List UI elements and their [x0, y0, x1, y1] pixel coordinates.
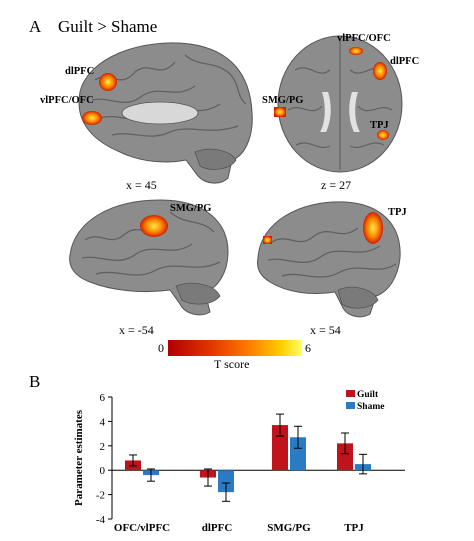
y-tick-label: 4	[100, 416, 106, 428]
y-tick-label: 0	[100, 465, 106, 477]
brain-lateral-x54	[257, 201, 401, 318]
coord-x54: x = 54	[310, 323, 341, 337]
panel-a-title: Guilt > Shame	[58, 17, 158, 36]
label-smgpg-lateral: SMG/PG	[170, 203, 212, 214]
brain-lateral-xm54	[69, 199, 229, 316]
label-smgpg-axial: SMG/PG	[262, 95, 304, 106]
y-axis-label: Parameter estimates	[73, 409, 85, 506]
label-dlpfc-sagittal: dlPFC	[65, 66, 95, 77]
panel-a-letter: A	[29, 17, 42, 36]
brain-sagittal-x45	[78, 42, 253, 184]
y-tick-label: -4	[96, 514, 106, 526]
y-tick-label: 2	[100, 441, 106, 453]
label-tpj-axial: TPJ	[370, 120, 389, 131]
label-vlpfc-axial: vlPFC/OFC	[337, 33, 391, 44]
colorbar-label: T score	[214, 357, 250, 371]
y-tick-label: -2	[96, 490, 105, 502]
x-tick-label: TPJ	[344, 522, 364, 534]
x-tick-label: dlPFC	[202, 522, 233, 534]
brain-axial-z27	[274, 35, 403, 173]
label-vlpfc-sagittal: vlPFC/OFC	[40, 95, 94, 106]
colorbar-max: 6	[305, 341, 311, 355]
legend-label: Shame	[357, 402, 384, 412]
coord-xm54: x = -54	[119, 323, 154, 337]
y-tick-label: 6	[100, 392, 106, 404]
colorbar	[168, 340, 302, 356]
x-tick-label: SMG/PG	[267, 522, 311, 534]
label-tpj-lateral: TPJ	[388, 207, 407, 218]
colorbar-min: 0	[158, 341, 164, 355]
x-tick-label: OFC/vlPFC	[114, 522, 170, 534]
bar	[290, 437, 306, 471]
panel-b-letter: B	[29, 372, 41, 391]
bar	[218, 470, 234, 493]
legend-swatch	[346, 402, 355, 409]
coord-z27: z = 27	[321, 178, 352, 192]
bar	[337, 443, 353, 471]
coord-x45: x = 45	[126, 178, 157, 192]
label-dlpfc-axial: dlPFC	[390, 56, 420, 67]
legend-label: Guilt	[357, 390, 379, 400]
legend-swatch	[346, 390, 355, 397]
